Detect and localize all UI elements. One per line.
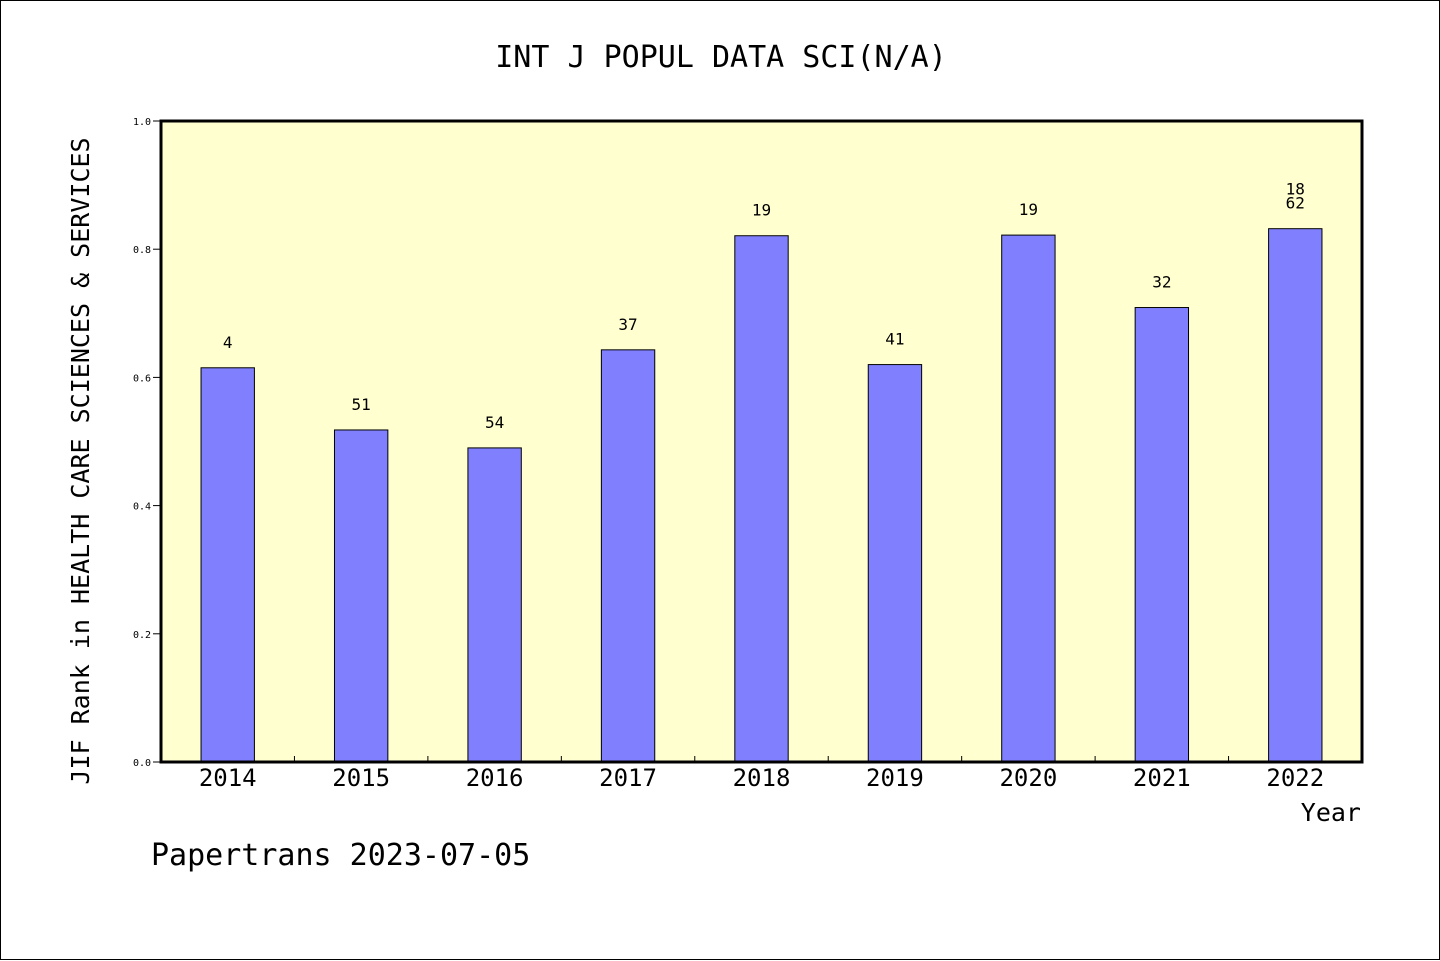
bar-value-label: 32 (1152, 273, 1171, 292)
x-tick-label: 2017 (599, 764, 657, 792)
x-tick-label: 2016 (466, 764, 524, 792)
bar-value-label: 18 (1286, 180, 1305, 199)
x-tick-label: 2022 (1266, 764, 1324, 792)
bar-2021 (1134, 307, 1190, 763)
y-tick-label: 0.2 (133, 630, 151, 641)
bar-value-label: 62 (1286, 194, 1305, 213)
bar-2022 (1268, 228, 1323, 763)
bar-2014 (200, 367, 255, 763)
y-tick-label: 0.0 (133, 758, 151, 769)
bar-value-label: 37 (618, 315, 637, 334)
bar-value-label: 19 (1019, 200, 1038, 219)
y-tick-label: 0.6 (133, 373, 151, 384)
x-tick-label: 2021 (1133, 764, 1191, 792)
x-tick-label: 2014 (199, 764, 257, 792)
bar-value-label: 54 (485, 413, 504, 432)
y-ticks-group: 0.0 0.2 0.4 0.6 0.8 1.0 (133, 117, 161, 769)
x-ticks-group: 2014 2015 2016 2017 2018 2019 2020 2021 2022 (199, 756, 1324, 792)
y-axis-label: JIF Rank in HEALTH CARE SCIENCES & SERVI… (66, 137, 95, 784)
x-tick-label: 2019 (866, 764, 924, 792)
x-tick-label: 2015 (332, 764, 390, 792)
bar-value-label: 41 (885, 330, 904, 349)
bar-value-label: 51 (352, 395, 371, 414)
bars-group (200, 228, 1323, 763)
y-tick-label: 1.0 (133, 117, 151, 128)
y-tick-label: 0.4 (133, 502, 151, 513)
x-axis-label: Year (1301, 798, 1361, 827)
plot-border (159, 119, 1364, 764)
bar-value-label: 4 (223, 333, 233, 352)
x-tick-label: 2018 (733, 764, 791, 792)
bar-2018 (734, 235, 789, 763)
bar-2019 (867, 364, 923, 763)
bar-2020 (1001, 234, 1056, 763)
x-tick-label: 2020 (999, 764, 1057, 792)
bar-2015 (333, 429, 389, 763)
footer-text: Papertrans 2023-07-05 (151, 838, 530, 873)
bar-2016 (467, 447, 522, 763)
bar-2017 (600, 349, 656, 763)
bar-value-label: 19 (752, 201, 771, 220)
chart-title: INT J POPUL DATA SCI(N/A) (495, 40, 947, 75)
y-tick-label: 0.8 (133, 245, 151, 256)
